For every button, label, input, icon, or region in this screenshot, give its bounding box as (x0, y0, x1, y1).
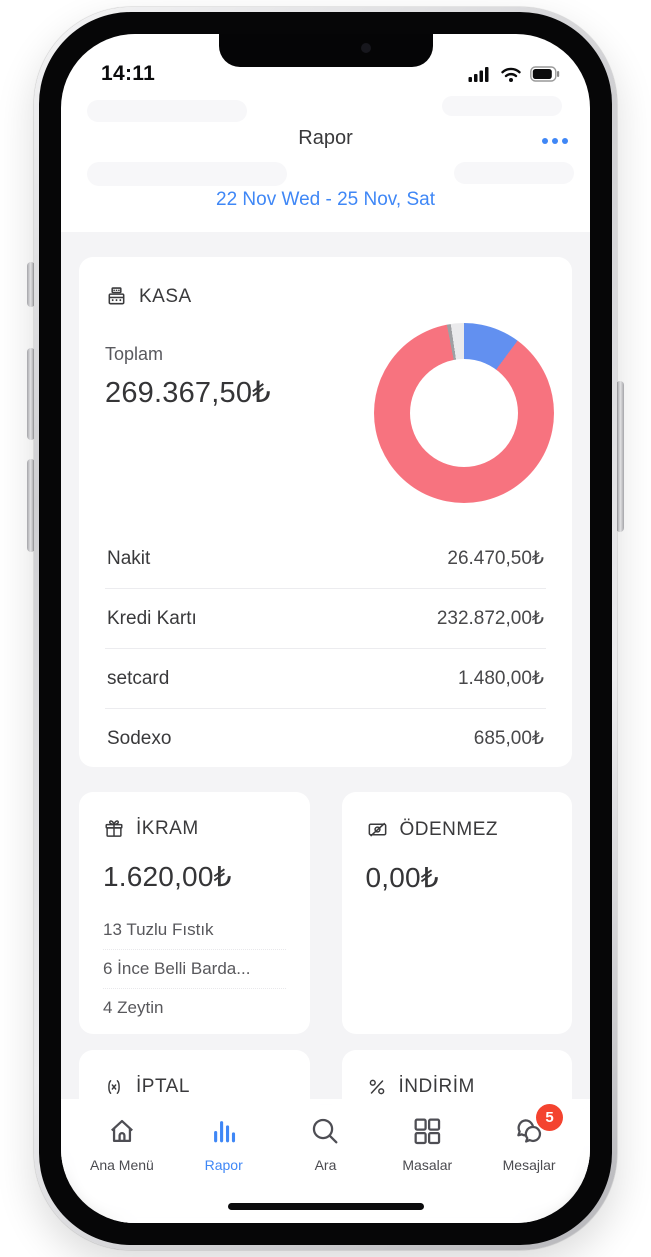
chat-icon (517, 1119, 542, 1143)
kasa-card-title: KASA (139, 285, 192, 307)
home-indicator[interactable] (227, 1203, 424, 1210)
ikram-card-title: İKRAM (136, 818, 199, 839)
payments-donut-chart (374, 323, 554, 503)
shimmer-blob (87, 162, 287, 186)
tab-ana-menu[interactable]: Ana Menü (71, 1113, 173, 1223)
payment-label: setcard (107, 667, 170, 689)
unpaid-banknote-icon (368, 822, 386, 837)
payment-value: 1.480,00₺ (457, 668, 544, 689)
payment-value: 685,00₺ (473, 728, 544, 749)
page-title: Rapor (298, 127, 353, 149)
status-bar: 14:11 (61, 59, 590, 89)
odenmez-card-header: ÖDENMEZ (366, 818, 549, 841)
iptal-card-header: İPTAL (103, 1076, 286, 1098)
tab-label: Ana Menü (89, 1157, 154, 1173)
cancel-icon (108, 1080, 120, 1094)
payment-value: 232.872,00₺ (436, 608, 544, 629)
notch (218, 34, 433, 67)
payment-label: Nakit (107, 547, 151, 569)
shimmer-blob (87, 100, 247, 122)
list-item: 6 İnce Belli Barda... (103, 950, 286, 989)
cellular-signal-icon (468, 67, 489, 82)
volume-down-button (27, 459, 35, 552)
ikram-card-header: İKRAM (103, 818, 286, 840)
kasa-card: KASA Toplam 269.367,50₺ Nakit 26.470,50₺… (79, 257, 572, 767)
iptal-card-title: İPTAL (136, 1076, 190, 1097)
kasa-card-header: KASA (105, 285, 546, 308)
tab-label: Ara (314, 1157, 337, 1173)
phone-screen: 14:11 (61, 34, 590, 1223)
percent-icon (369, 1079, 384, 1095)
search-icon (313, 1118, 338, 1144)
tab-label: Rapor (204, 1157, 243, 1173)
gift-icon (105, 820, 123, 837)
tab-ara[interactable]: Ara (275, 1113, 377, 1223)
payment-label: Sodexo (107, 727, 172, 749)
tab-rapor[interactable]: Rapor (173, 1113, 275, 1223)
table-row[interactable]: Nakit 26.470,50₺ (105, 529, 546, 589)
more-options-icon[interactable] (542, 138, 568, 144)
payment-rows: Nakit 26.470,50₺ Kredi Kartı 232.872,00₺… (105, 529, 546, 768)
battery-icon (530, 66, 560, 82)
table-row[interactable]: setcard 1.480,00₺ (105, 649, 546, 709)
cash-register-icon (108, 287, 125, 305)
total-value: 269.367,50₺ (105, 377, 271, 409)
status-badge: 5 (536, 1104, 564, 1131)
bottom-tab-bar: Ana Menü Rapor (61, 1099, 590, 1223)
tab-masalar[interactable]: Masalar (376, 1113, 478, 1223)
list-item: 13 Tuzlu Fıstık (103, 911, 286, 950)
indirim-card-header: İNDİRİM (366, 1076, 549, 1098)
tab-mesajlar[interactable]: 5 Mesajlar (478, 1104, 580, 1223)
home-icon (110, 1119, 133, 1143)
shimmer-blob (454, 162, 574, 184)
phone-frame: 14:11 (34, 7, 617, 1250)
bar-chart-icon (213, 1121, 235, 1143)
ikram-items: 13 Tuzlu Fıstık 6 İnce Belli Barda... 4 … (103, 911, 286, 1027)
phone-bezel: 14:11 (39, 12, 612, 1245)
payment-value: 26.470,50₺ (447, 548, 544, 569)
status-icons (468, 65, 560, 83)
odenmez-card-title: ÖDENMEZ (399, 818, 498, 840)
date-range-selector[interactable]: 22 Nov Wed - 25 Nov, Sat (216, 189, 435, 210)
odenmez-card: ÖDENMEZ 0,00₺ (341, 792, 572, 1034)
shimmer-blob (442, 96, 562, 116)
list-item: 4 Zeytin (103, 998, 164, 1017)
indirim-card-title: İNDİRİM (398, 1076, 475, 1097)
wifi-icon (501, 67, 521, 82)
report-content: KASA Toplam 269.367,50₺ Nakit 26.470,50₺… (61, 232, 590, 1223)
tab-label: Masalar (402, 1157, 453, 1173)
ikram-value: 1.620,00₺ (103, 861, 232, 892)
odenmez-value: 0,00₺ (365, 862, 439, 893)
table-row[interactable]: Sodexo 685,00₺ (105, 709, 546, 768)
ikram-card: İKRAM 1.620,00₺ 13 Tuzlu Fıstık 6 İnce B… (79, 792, 310, 1034)
table-row[interactable]: Kredi Kartı 232.872,00₺ (105, 589, 546, 649)
payment-label: Kredi Kartı (107, 607, 197, 629)
grid-icon (414, 1118, 441, 1145)
tab-label: Mesajlar (502, 1157, 556, 1173)
status-time: 14:11 (101, 62, 156, 85)
power-button (616, 381, 624, 532)
camera-dot (360, 43, 371, 53)
volume-up-button (27, 348, 35, 440)
mute-switch (27, 262, 35, 307)
total-label: Toplam (105, 344, 164, 364)
